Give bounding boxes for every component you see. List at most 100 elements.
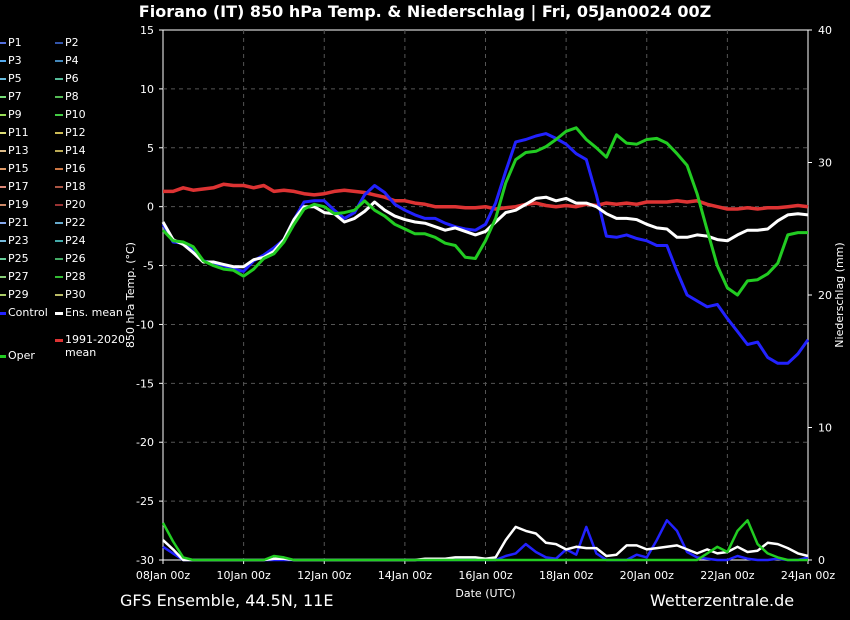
legend-item: 1991-2020 mean [55, 333, 127, 359]
x-tick-label: 16Jan 00z [458, 569, 512, 582]
legend-item: P8 [55, 90, 79, 103]
legend-swatch [0, 78, 6, 80]
legend-label: P19 [8, 198, 29, 211]
legend-label: P4 [65, 54, 79, 67]
legend-label: P13 [8, 144, 29, 157]
legend-label: P11 [8, 126, 29, 139]
legend-swatch [55, 78, 63, 80]
legend-item: P5 [0, 72, 22, 85]
legend-label: P22 [65, 216, 86, 229]
legend-label: P28 [65, 270, 86, 283]
y2-tick-label: 10 [818, 422, 832, 435]
legend-swatch [0, 150, 6, 152]
legend-label: P7 [8, 90, 22, 103]
y2-tick-label: 20 [818, 289, 832, 302]
legend-item: P23 [0, 234, 29, 247]
legend-label: P3 [8, 54, 22, 67]
legend-swatch [0, 222, 6, 224]
legend-label: Control [8, 306, 48, 319]
legend-label: P30 [65, 288, 86, 301]
legend-swatch [0, 312, 6, 315]
legend-label: P24 [65, 234, 86, 247]
legend-item: Oper [0, 349, 35, 362]
series-line-oper [161, 126, 808, 297]
legend-label: P14 [65, 144, 86, 157]
legend-label: P15 [8, 162, 29, 175]
legend-swatch [55, 294, 63, 296]
legend-swatch [0, 258, 6, 260]
legend-item: P3 [0, 54, 22, 67]
chart-title: Fiorano (IT) 850 hPa Temp. & Niederschla… [138, 2, 712, 21]
footer-source: GFS Ensemble, 44.5N, 11E [120, 591, 334, 610]
legend-item: P19 [0, 198, 29, 211]
legend-swatch [0, 240, 6, 242]
legend-item: P7 [0, 90, 22, 103]
legend-swatch [55, 114, 63, 116]
footer-site: Wetterzentrale.de [650, 591, 795, 610]
legend-swatch [55, 132, 63, 134]
legend-swatch [0, 355, 6, 358]
legend-item: P21 [0, 216, 29, 229]
legend-label: Oper [8, 349, 35, 362]
legend-label: P26 [65, 252, 86, 265]
x-tick-label: 10Jan 00z [217, 569, 271, 582]
y-tick-label: -10 [136, 318, 154, 331]
y2-axis-label: Niederschlag (mm) [833, 242, 846, 347]
legend-swatch [55, 276, 63, 278]
legend-label: P18 [65, 180, 86, 193]
legend-swatch [55, 42, 63, 44]
legend-label: P23 [8, 234, 29, 247]
legend-item: P1 [0, 36, 22, 49]
legend-item: P26 [55, 252, 86, 265]
legend-item: P29 [0, 288, 29, 301]
legend-label: P9 [8, 108, 22, 121]
legend-swatch [55, 168, 63, 170]
legend-item: P16 [55, 162, 86, 175]
legend-item: P20 [55, 198, 86, 211]
y-tick-label: 5 [147, 142, 154, 155]
legend-label: P6 [65, 72, 79, 85]
x-tick-label: 14Jan 00z [378, 569, 432, 582]
legend-item: P14 [55, 144, 86, 157]
legend-swatch [0, 294, 6, 296]
legend-item: P10 [55, 108, 86, 121]
y-tick-label: -25 [136, 495, 154, 508]
legend-swatch [55, 96, 63, 98]
legend-item: P12 [55, 126, 86, 139]
y-axis-label: 850 hPa Temp. (°C) [124, 242, 137, 348]
legend-swatch [0, 276, 6, 278]
legend-label: P29 [8, 288, 29, 301]
y-tick-label: 10 [140, 83, 154, 96]
legend-label: P25 [8, 252, 29, 265]
legend-label: P2 [65, 36, 79, 49]
legend-swatch [0, 186, 6, 188]
x-tick-label: 12Jan 00z [297, 569, 351, 582]
legend-swatch [0, 96, 6, 98]
legend-swatch [0, 204, 6, 206]
legend-swatch [55, 186, 63, 188]
legend-label: P17 [8, 180, 29, 193]
legend-item: P30 [55, 288, 86, 301]
legend-item: P15 [0, 162, 29, 175]
legend-item: Ens. mean [55, 306, 123, 319]
legend-item: Control [0, 306, 48, 319]
y-tick-label: -5 [143, 260, 154, 273]
legend-item: P17 [0, 180, 29, 193]
x-tick-label: 20Jan 00z [620, 569, 674, 582]
legend-swatch [55, 240, 63, 242]
legend-item: P11 [0, 126, 29, 139]
legend-label: P12 [65, 126, 86, 139]
legend-item: P27 [0, 270, 29, 283]
legend-label: P16 [65, 162, 86, 175]
legend-swatch [0, 42, 6, 44]
legend-swatch [55, 150, 63, 152]
legend-label: P20 [65, 198, 86, 211]
legend-label: P27 [8, 270, 29, 283]
y2-tick-label: 40 [818, 24, 832, 37]
legend-item: P2 [55, 36, 79, 49]
legend-item: P28 [55, 270, 86, 283]
legend-swatch [55, 222, 63, 224]
legend-label: P10 [65, 108, 86, 121]
y-tick-label: 15 [140, 24, 154, 37]
